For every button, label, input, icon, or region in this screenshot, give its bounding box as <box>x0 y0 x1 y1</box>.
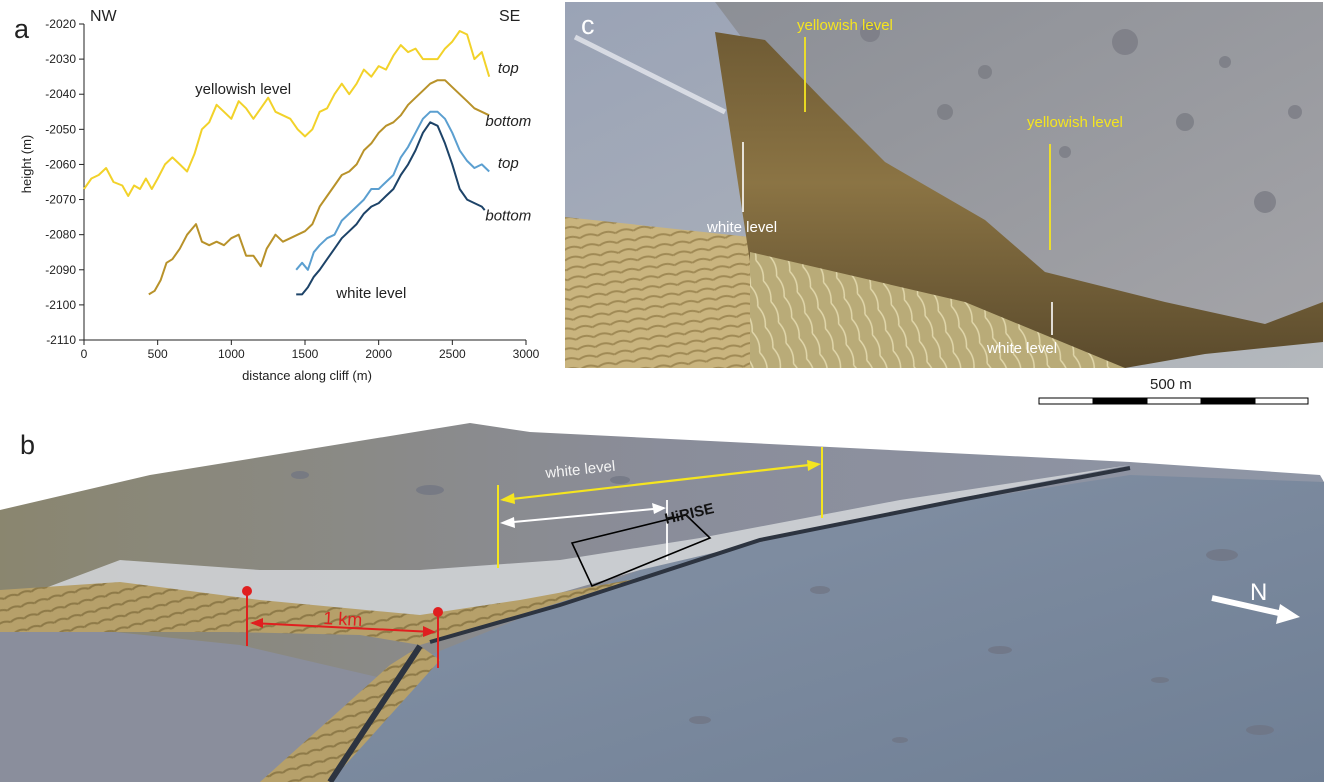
y-tick-label: -2090 <box>45 263 76 277</box>
series-line-1 <box>83 30 491 197</box>
y-tick-label: -2060 <box>45 157 76 171</box>
compass-se-label: SE <box>499 8 521 25</box>
panel-c-yellowish-label-2: yellowish level <box>1027 114 1123 131</box>
chart-annotation: yellowish level <box>195 81 291 98</box>
panel-c-scale-label: 500 m <box>1150 376 1192 393</box>
x-tick-label: 0 <box>81 347 88 361</box>
chart-annotation: bottom <box>485 113 531 130</box>
panel-c-white-label-2: white level <box>986 340 1057 357</box>
y-axis-label: height (m) <box>19 135 34 194</box>
panel-c-scale-bar <box>1038 397 1309 405</box>
x-tick-label: 1000 <box>218 347 245 361</box>
chart-axes: 0 500 1000 1500 2000 2500 3000 -2020 -2030 -2040 -… <box>45 17 539 361</box>
series-line-4 <box>296 121 486 296</box>
y-tick-label: -2040 <box>45 87 76 101</box>
y-tick-label: -2050 <box>45 122 76 136</box>
chart-annotation: bottom <box>485 208 531 225</box>
panel-c-label: c <box>581 10 595 40</box>
chart-annotation: top <box>498 155 519 172</box>
north-arrow-label: N <box>1250 579 1267 606</box>
chart-series-group <box>83 30 491 296</box>
panel-b-label-overlay: b <box>20 430 36 460</box>
y-tick-label: -2020 <box>45 17 76 31</box>
hirise-closeup-scene: yellowish level yellowish level white le… <box>565 2 1323 368</box>
x-tick-label: 1500 <box>292 347 319 361</box>
series-line-2 <box>148 79 490 296</box>
panel-c-image: yellowish level yellowish level white le… <box>565 2 1323 368</box>
perspective-terrain-scene: HiRISE white level 1 km N <box>0 420 1324 782</box>
chart-annotation: white level <box>335 285 406 302</box>
y-tick-label: -2100 <box>45 298 76 312</box>
x-tick-label: 2500 <box>439 347 466 361</box>
x-tick-label: 3000 <box>513 347 540 361</box>
chart-annotation: top <box>498 60 519 77</box>
chart-annotations-group: yellowish level white level top bottom top bo… <box>195 60 531 302</box>
panel-c-white-label-1: white level <box>706 219 777 236</box>
one-km-scale-label: 1 km <box>323 608 363 630</box>
compass-nw-label: NW <box>90 8 117 25</box>
panel-b-image: HiRISE white level 1 km N <box>0 420 1324 782</box>
y-tick-label: -2110 <box>46 333 76 347</box>
y-tick-label: -2080 <box>45 228 76 242</box>
x-axis-label: distance along cliff (m) <box>242 368 372 383</box>
y-tick-label: -2070 <box>45 193 76 207</box>
x-tick-label: 500 <box>148 347 168 361</box>
y-tick-label: -2030 <box>45 52 76 66</box>
height-profile-chart: 0 500 1000 1500 2000 2500 3000 -2020 -2030 -2040 -… <box>19 17 540 383</box>
series-line-3 <box>295 110 490 271</box>
panel-a-label: a <box>14 14 30 44</box>
panel-c-yellowish-label-1: yellowish level <box>797 17 893 34</box>
x-tick-label: 2000 <box>365 347 392 361</box>
